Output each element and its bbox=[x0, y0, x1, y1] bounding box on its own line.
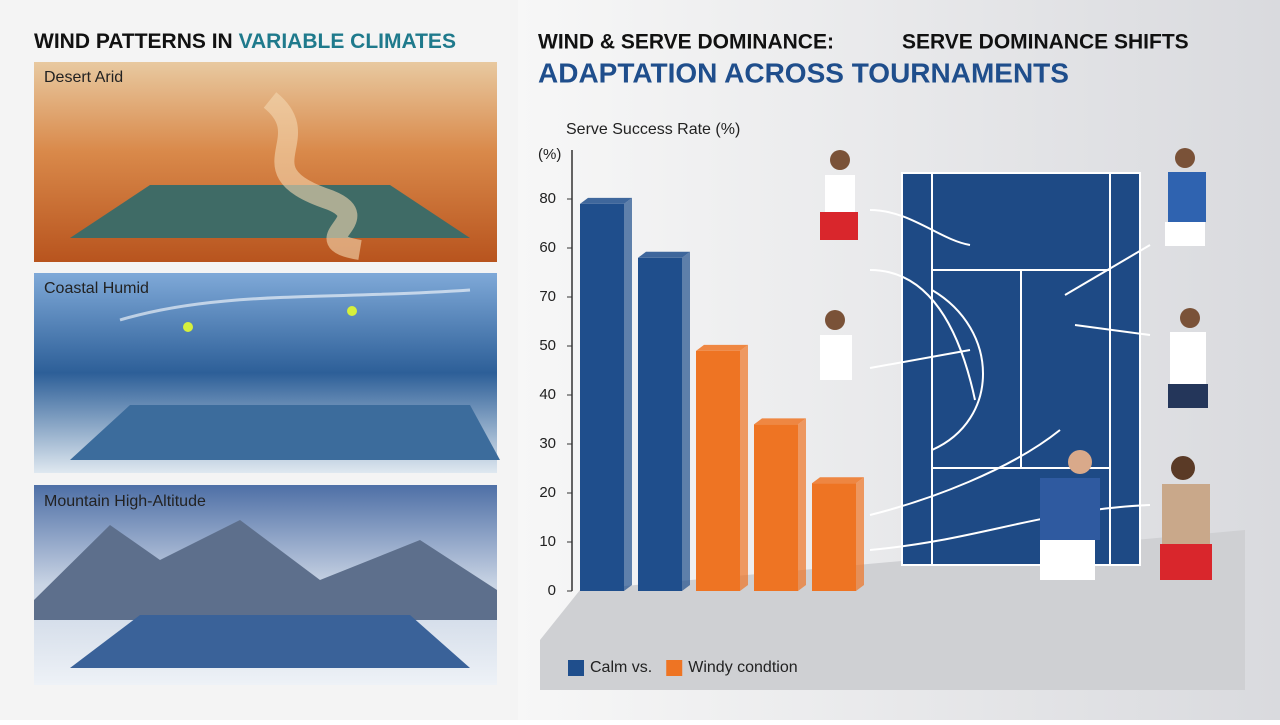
legend-swatch bbox=[666, 660, 683, 676]
court bbox=[70, 615, 470, 668]
y-tick-label: 70 bbox=[539, 288, 556, 305]
mountains bbox=[34, 520, 497, 620]
bar-side bbox=[740, 344, 748, 591]
legend-label: Windy condtion bbox=[688, 659, 797, 676]
title-part: VARIABLE CLIMATES bbox=[239, 30, 456, 53]
left-title: WIND PATTERNS IN VARIABLE CLIMATES bbox=[34, 30, 456, 53]
scene-label: Desert Arid bbox=[44, 69, 123, 86]
bar-side bbox=[624, 197, 632, 591]
bar bbox=[580, 203, 624, 591]
ball bbox=[183, 322, 193, 332]
court bbox=[70, 185, 470, 238]
scene-label: Mountain High-Altitude bbox=[44, 493, 206, 510]
bar-top bbox=[696, 344, 748, 351]
court-lines bbox=[869, 173, 1151, 565]
legend-label: Calm vs. bbox=[590, 659, 652, 676]
dust-swirl bbox=[263, 92, 362, 260]
scene-label: Coastal Humid bbox=[44, 280, 149, 297]
y-tick-label: 0 bbox=[548, 582, 556, 599]
bar-side bbox=[682, 251, 690, 592]
player-figures bbox=[820, 148, 1212, 580]
bar bbox=[812, 483, 856, 591]
bar bbox=[696, 350, 740, 591]
bar-top bbox=[754, 418, 806, 425]
y-axis-label: Serve Success Rate (%) bbox=[566, 121, 740, 138]
bar-side bbox=[856, 477, 864, 591]
court bbox=[70, 405, 500, 460]
bar-top bbox=[580, 197, 632, 204]
header-title: SERVE DOMINANCE SHIFTS bbox=[902, 31, 1189, 54]
title-part: WIND PATTERNS IN bbox=[34, 30, 233, 53]
header-title: WIND & SERVE DOMINANCE: bbox=[538, 31, 834, 54]
y-unit: (%) bbox=[538, 146, 561, 163]
y-tick-label: 50 bbox=[539, 337, 556, 354]
header-subtitle: ADAPTATION ACROSS TOURNAMENTS bbox=[538, 57, 1069, 88]
y-tick-label: 30 bbox=[539, 435, 556, 452]
y-tick-label: 60 bbox=[539, 239, 556, 256]
bar-top bbox=[812, 477, 864, 484]
ball bbox=[347, 306, 357, 316]
bar-side bbox=[798, 418, 806, 591]
bar-top bbox=[638, 251, 690, 258]
bar bbox=[638, 257, 682, 591]
y-tick-label: 10 bbox=[539, 533, 556, 550]
y-tick-label: 20 bbox=[539, 484, 556, 501]
bar bbox=[754, 424, 798, 591]
legend-swatch bbox=[568, 660, 584, 676]
y-tick-label: 40 bbox=[539, 386, 556, 403]
wind-line bbox=[119, 288, 471, 322]
y-tick-label: 80 bbox=[539, 190, 556, 207]
